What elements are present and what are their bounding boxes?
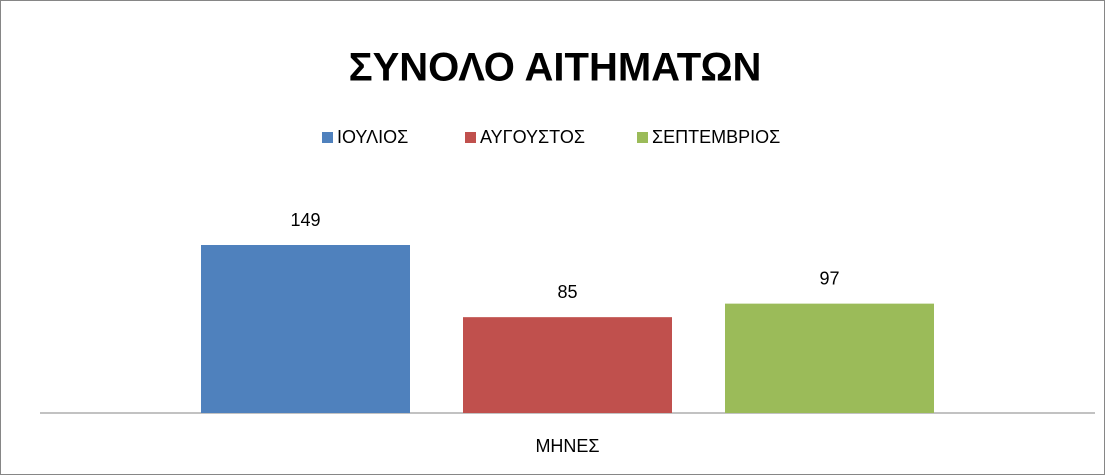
legend-label: ΣΕΠΤΕΜΒΡΙΟΣ	[652, 127, 780, 147]
legend-swatch	[322, 132, 333, 143]
chart-title: ΣΥΝΟΛΟ ΑΙΤΗΜΑΤΩΝ	[349, 46, 762, 90]
x-tick-label: ΜΗΝΕΣ	[535, 436, 599, 456]
legend-label: ΑΥΓΟΥΣΤΟΣ	[480, 127, 585, 147]
legend-swatch	[465, 132, 476, 143]
data-label: 149	[290, 210, 320, 230]
legend-swatch	[637, 132, 648, 143]
bar	[725, 303, 934, 413]
bar	[463, 317, 672, 413]
legend-label: ΙΟΥΛΙΟΣ	[337, 127, 408, 147]
bar	[201, 245, 410, 413]
data-label: 85	[557, 282, 577, 302]
data-label: 97	[819, 268, 839, 288]
